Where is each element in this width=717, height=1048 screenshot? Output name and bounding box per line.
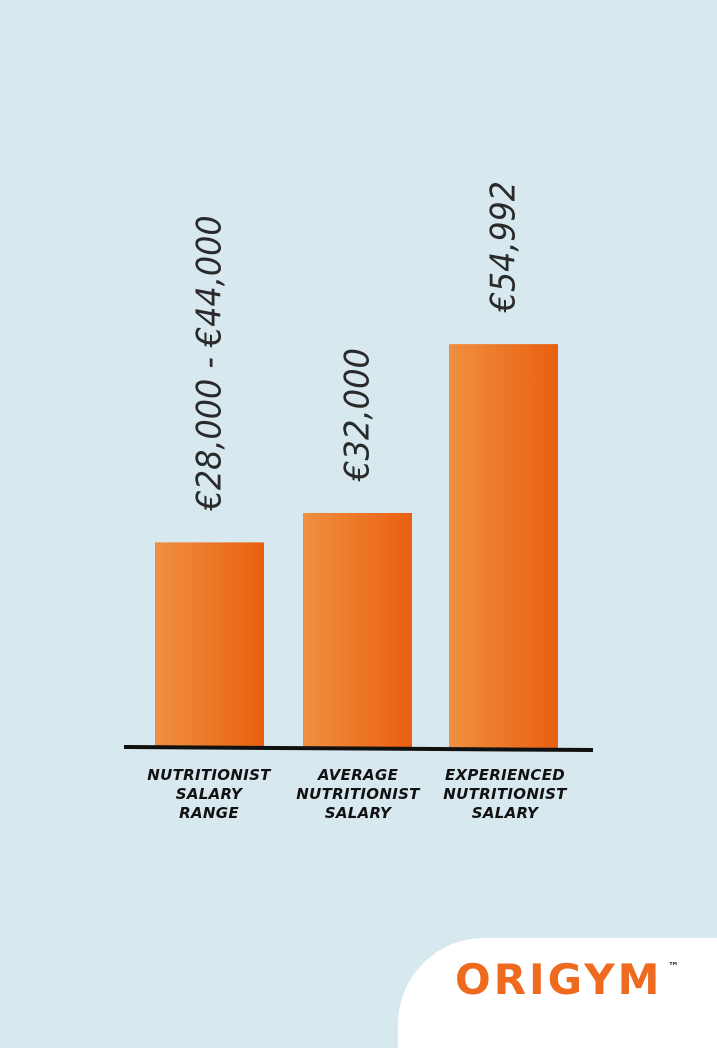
value-label-1: €28,000 - €44,000 (190, 215, 230, 511)
value-label-2: €32,000 (338, 348, 378, 482)
bar-2 (303, 512, 412, 748)
category-label-1: NUTRITIONIST SALARY RANGE (147, 766, 271, 822)
origym-logo: ORIGYM (455, 955, 663, 1004)
category-label-3: EXPERIENCED NUTRITIONIST SALARY (443, 766, 567, 822)
value-label-3: €54,992 (484, 181, 524, 313)
bar-1 (155, 542, 264, 748)
x-axis-line (123, 745, 594, 752)
trademark-mark: ™ (668, 960, 679, 973)
category-label-2: AVERAGE NUTRITIONIST SALARY (296, 766, 420, 822)
salary-bar-chart: €28,000 - €44,000 €32,000 €54,992 (123, 181, 594, 752)
bar-3 (449, 344, 558, 748)
